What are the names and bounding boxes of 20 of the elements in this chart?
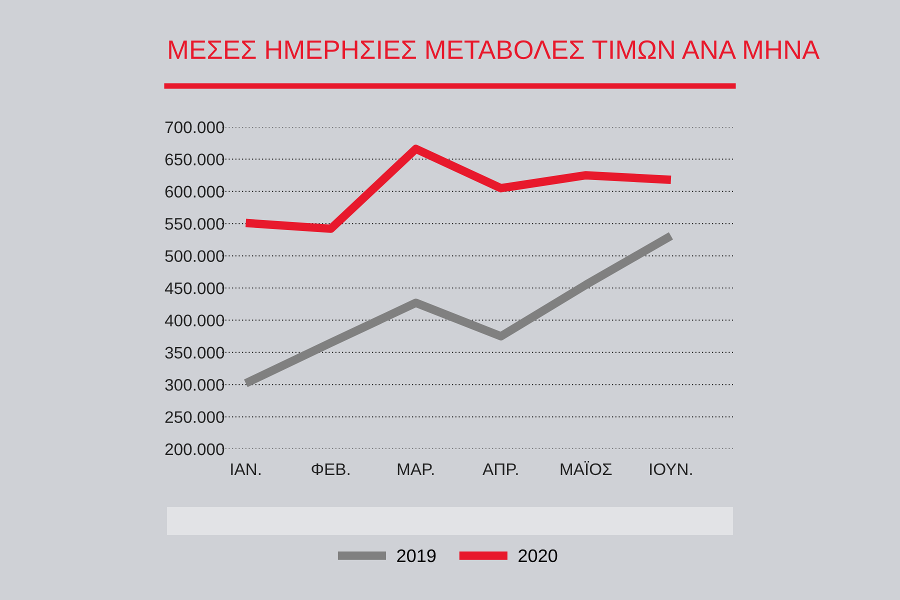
x-tick-label: ΜΑΡ. [398,464,434,475]
x-tick-label: ΜΑΪΟΣ [560,461,612,476]
y-tick-label: 600.000 [165,186,224,198]
x-tick-label: ΙΟΥΝ. [650,463,692,476]
y-tick-label: 500.000 [165,250,224,262]
y-tick-label: 550.000 [165,218,224,230]
legend-label: 2019 [397,549,436,562]
x-tick-label: ΙΑΝ. [231,464,260,475]
x-tick-label: ΦΕΒ. [312,463,350,476]
legend-label: 2020 [518,549,558,562]
y-tick-label: 400.000 [164,314,224,326]
chart-title: ΜΕΣΕΣ ΗΜΕΡΗΣΙΕΣ ΜΕΤΑΒΟΛΕΣ ΤΙΜΩΝ ΑΝΑ ΜΗΝΑ [169,40,820,60]
x-tick-label: ΑΠΡ. [482,464,518,475]
y-tick-label: 700.000 [165,121,224,134]
y-tick-label: 450.000 [164,282,224,294]
y-tick-label: 650.000 [165,154,224,166]
y-tick-label: 200.000 [165,443,224,456]
y-tick-label: 350.000 [165,346,224,359]
y-tick-label: 250.000 [165,411,224,424]
y-tick-label: 300.000 [165,379,224,391]
